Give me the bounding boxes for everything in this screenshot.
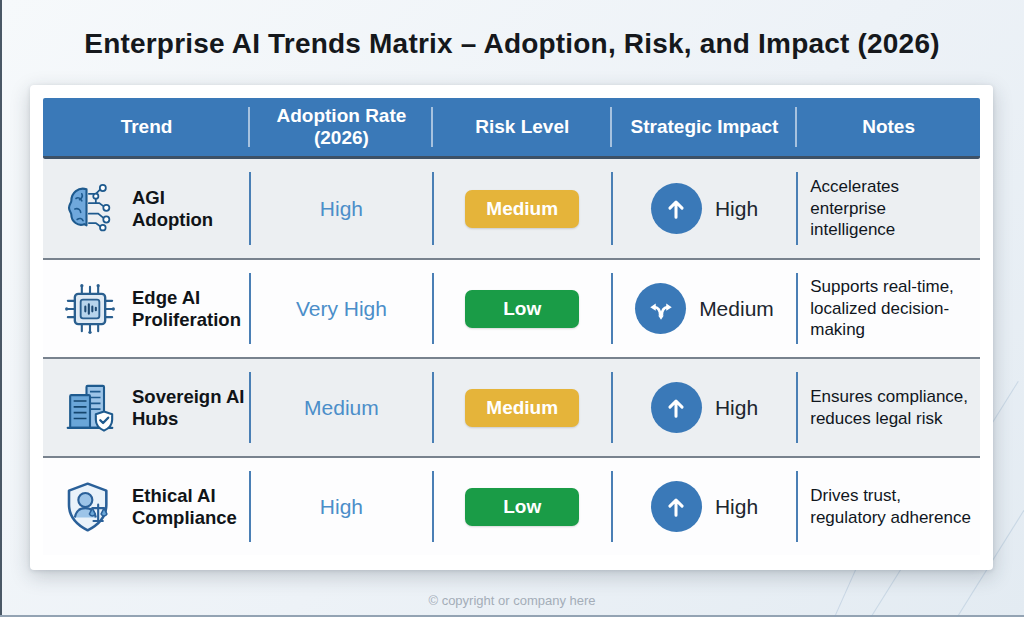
risk-level-cell: Low	[433, 458, 612, 555]
adoption-rate-value: Very High	[296, 297, 387, 321]
trends-matrix-table: Trend Adoption Rate (2026) Risk Level St…	[30, 85, 993, 570]
trend-name: Edge AI Proliferation	[132, 287, 250, 330]
impact-value: High	[715, 197, 758, 221]
adoption-rate-cell: Medium	[250, 359, 433, 456]
adoption-rate-cell: High	[250, 159, 433, 258]
risk-badge: Medium	[465, 389, 579, 427]
notes-cell: Ensures compliance, reduces legal risk	[797, 359, 980, 456]
copyright-text: © copyright or company here	[0, 593, 1024, 608]
shield-ethics-icon	[61, 478, 119, 536]
arrow-up-icon	[651, 183, 702, 234]
adoption-rate-cell: Very High	[250, 260, 433, 357]
table-row: Sovereign AI Hubs Medium Medium High Ens…	[43, 357, 980, 456]
strategic-impact-cell: High	[612, 159, 798, 258]
risk-badge: Low	[465, 488, 579, 526]
split-arrows-icon	[635, 283, 686, 334]
arrow-up-icon	[651, 382, 702, 433]
notes-cell: Supports real-time, localized decision-m…	[797, 260, 980, 357]
edge-chip-icon	[61, 280, 119, 338]
page-title: Enterprise AI Trends Matrix – Adoption, …	[0, 28, 1024, 60]
risk-level-cell: Low	[433, 260, 612, 357]
risk-level-cell: Medium	[433, 359, 612, 456]
impact-value: High	[715, 495, 758, 519]
notes-text: Supports real-time, localized decision-m…	[810, 276, 974, 341]
notes-cell: Drives trust, regulatory adherence	[797, 458, 980, 555]
adoption-rate-value: Medium	[304, 396, 379, 420]
adoption-rate-cell: High	[250, 458, 433, 555]
header-risk-level: Risk Level	[433, 98, 612, 156]
table-row: AGI Adoption High Medium High Accelerate…	[43, 159, 980, 258]
trend-name: AGI Adoption	[132, 187, 250, 230]
arrow-up-icon	[651, 481, 702, 532]
slide-left-border	[0, 0, 2, 617]
header-adoption-rate: Adoption Rate (2026)	[250, 98, 433, 156]
header-notes: Notes	[797, 98, 980, 156]
notes-text: Accelerates enterprise intelligence	[810, 176, 974, 241]
buildings-shield-icon	[61, 379, 119, 437]
risk-level-cell: Medium	[433, 159, 612, 258]
trend-cell: Ethical AI Compliance	[43, 458, 250, 555]
strategic-impact-cell: High	[612, 359, 798, 456]
trend-cell: AGI Adoption	[43, 159, 250, 258]
strategic-impact-cell: High	[612, 458, 798, 555]
trend-name: Ethical AI Compliance	[132, 485, 250, 528]
header-trend: Trend	[43, 98, 250, 156]
trend-name: Sovereign AI Hubs	[132, 386, 250, 429]
notes-cell: Accelerates enterprise intelligence	[797, 159, 980, 258]
risk-badge: Medium	[465, 190, 579, 228]
adoption-rate-value: High	[320, 495, 363, 519]
trend-cell: Sovereign AI Hubs	[43, 359, 250, 456]
strategic-impact-cell: Medium	[612, 260, 798, 357]
header-strategic-impact: Strategic Impact	[612, 98, 798, 156]
impact-value: Medium	[699, 297, 774, 321]
table-row: Ethical AI Compliance High Low High Driv…	[43, 456, 980, 555]
notes-text: Ensures compliance, reduces legal risk	[810, 386, 974, 430]
notes-text: Drives trust, regulatory adherence	[810, 485, 974, 529]
trend-cell: Edge AI Proliferation	[43, 260, 250, 357]
impact-value: High	[715, 396, 758, 420]
table-header-row: Trend Adoption Rate (2026) Risk Level St…	[43, 98, 980, 159]
adoption-rate-value: High	[320, 197, 363, 221]
brain-network-icon	[61, 180, 119, 238]
risk-badge: Low	[465, 290, 579, 328]
table-row: Edge AI Proliferation Very High Low Medi…	[43, 258, 980, 357]
